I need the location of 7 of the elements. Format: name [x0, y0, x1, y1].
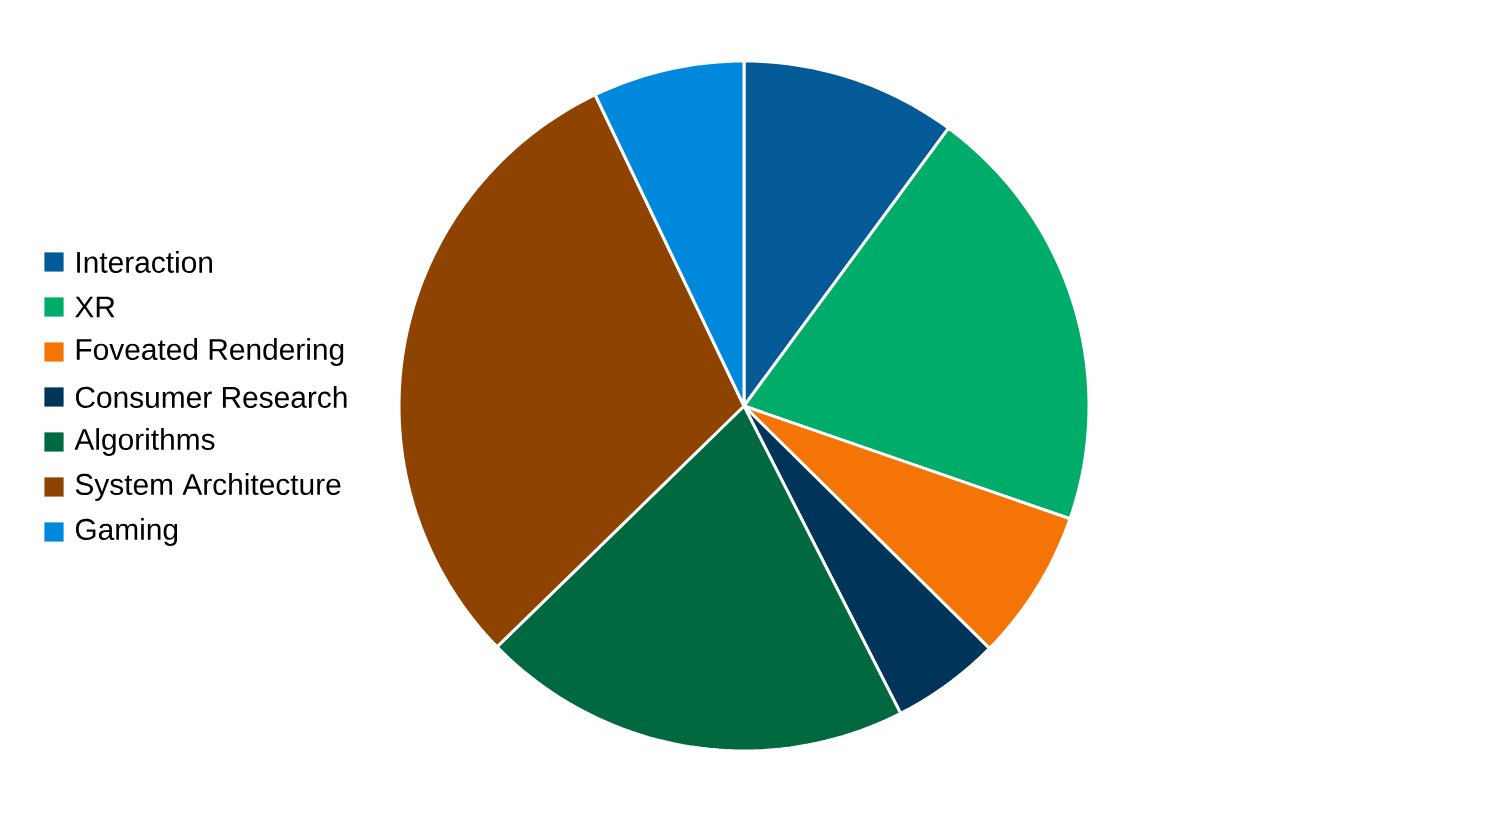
- legend-label: Algorithms: [74, 428, 215, 456]
- legend-label: System Architecture: [75, 473, 341, 501]
- legend-label: Foveated Rendering: [76, 338, 344, 366]
- legend-label: Interaction: [77, 251, 213, 273]
- legend-label: Consumer Research: [75, 386, 347, 408]
- legend-label: Gaming: [75, 518, 178, 546]
- legend-label: XR: [75, 296, 115, 318]
